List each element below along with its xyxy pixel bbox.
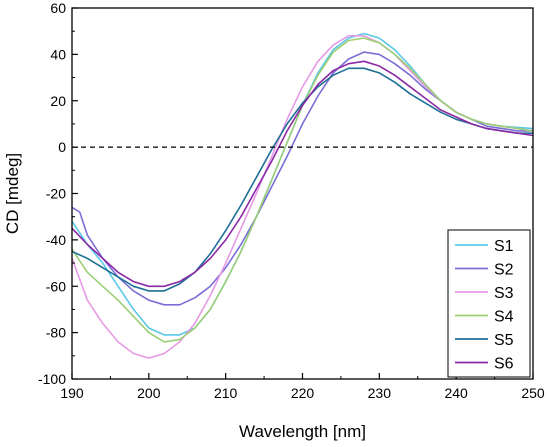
y-axis-label: CD [mdeg] xyxy=(3,153,22,234)
y-tick-label: -60 xyxy=(46,278,66,294)
legend-label-s4: S4 xyxy=(494,309,514,326)
series-layer xyxy=(71,32,534,359)
y-tick-label: -100 xyxy=(38,371,66,387)
series-line-s5 xyxy=(71,67,533,292)
y-tick-label: -80 xyxy=(46,325,66,341)
y-tick-label: -40 xyxy=(46,232,66,248)
x-axis-label: Wavelength [nm] xyxy=(239,422,366,441)
legend-label-s5: S5 xyxy=(494,332,514,349)
y-tick-label: 0 xyxy=(58,139,66,155)
ticks-layer: 190 200 210 220 230 240 250 -100 -80 -60 -40 -20 0 20… xyxy=(38,0,545,401)
x-tick-label: 190 xyxy=(60,385,84,401)
x-tick-label: 230 xyxy=(368,385,392,401)
legend-label-s1: S1 xyxy=(494,238,514,255)
legend-label-s3: S3 xyxy=(494,285,514,302)
y-tick-label: 40 xyxy=(50,46,66,62)
x-tick-label: 240 xyxy=(444,385,468,401)
x-tick-label: 210 xyxy=(214,385,238,401)
x-tick-label: 200 xyxy=(137,385,161,401)
x-tick-label: 220 xyxy=(291,385,315,401)
legend-label-s6: S6 xyxy=(494,356,514,373)
x-tick-label: 250 xyxy=(521,385,545,401)
y-tick-label: -20 xyxy=(46,186,66,202)
legend-label-s2: S2 xyxy=(494,262,514,279)
legend-box xyxy=(447,229,531,378)
y-tick-label: 20 xyxy=(50,93,66,109)
y-tick-label: 60 xyxy=(50,0,66,16)
series-line-s6 xyxy=(71,60,534,288)
legend: S1 S2 S3 S4 S5 S6 xyxy=(447,229,531,378)
